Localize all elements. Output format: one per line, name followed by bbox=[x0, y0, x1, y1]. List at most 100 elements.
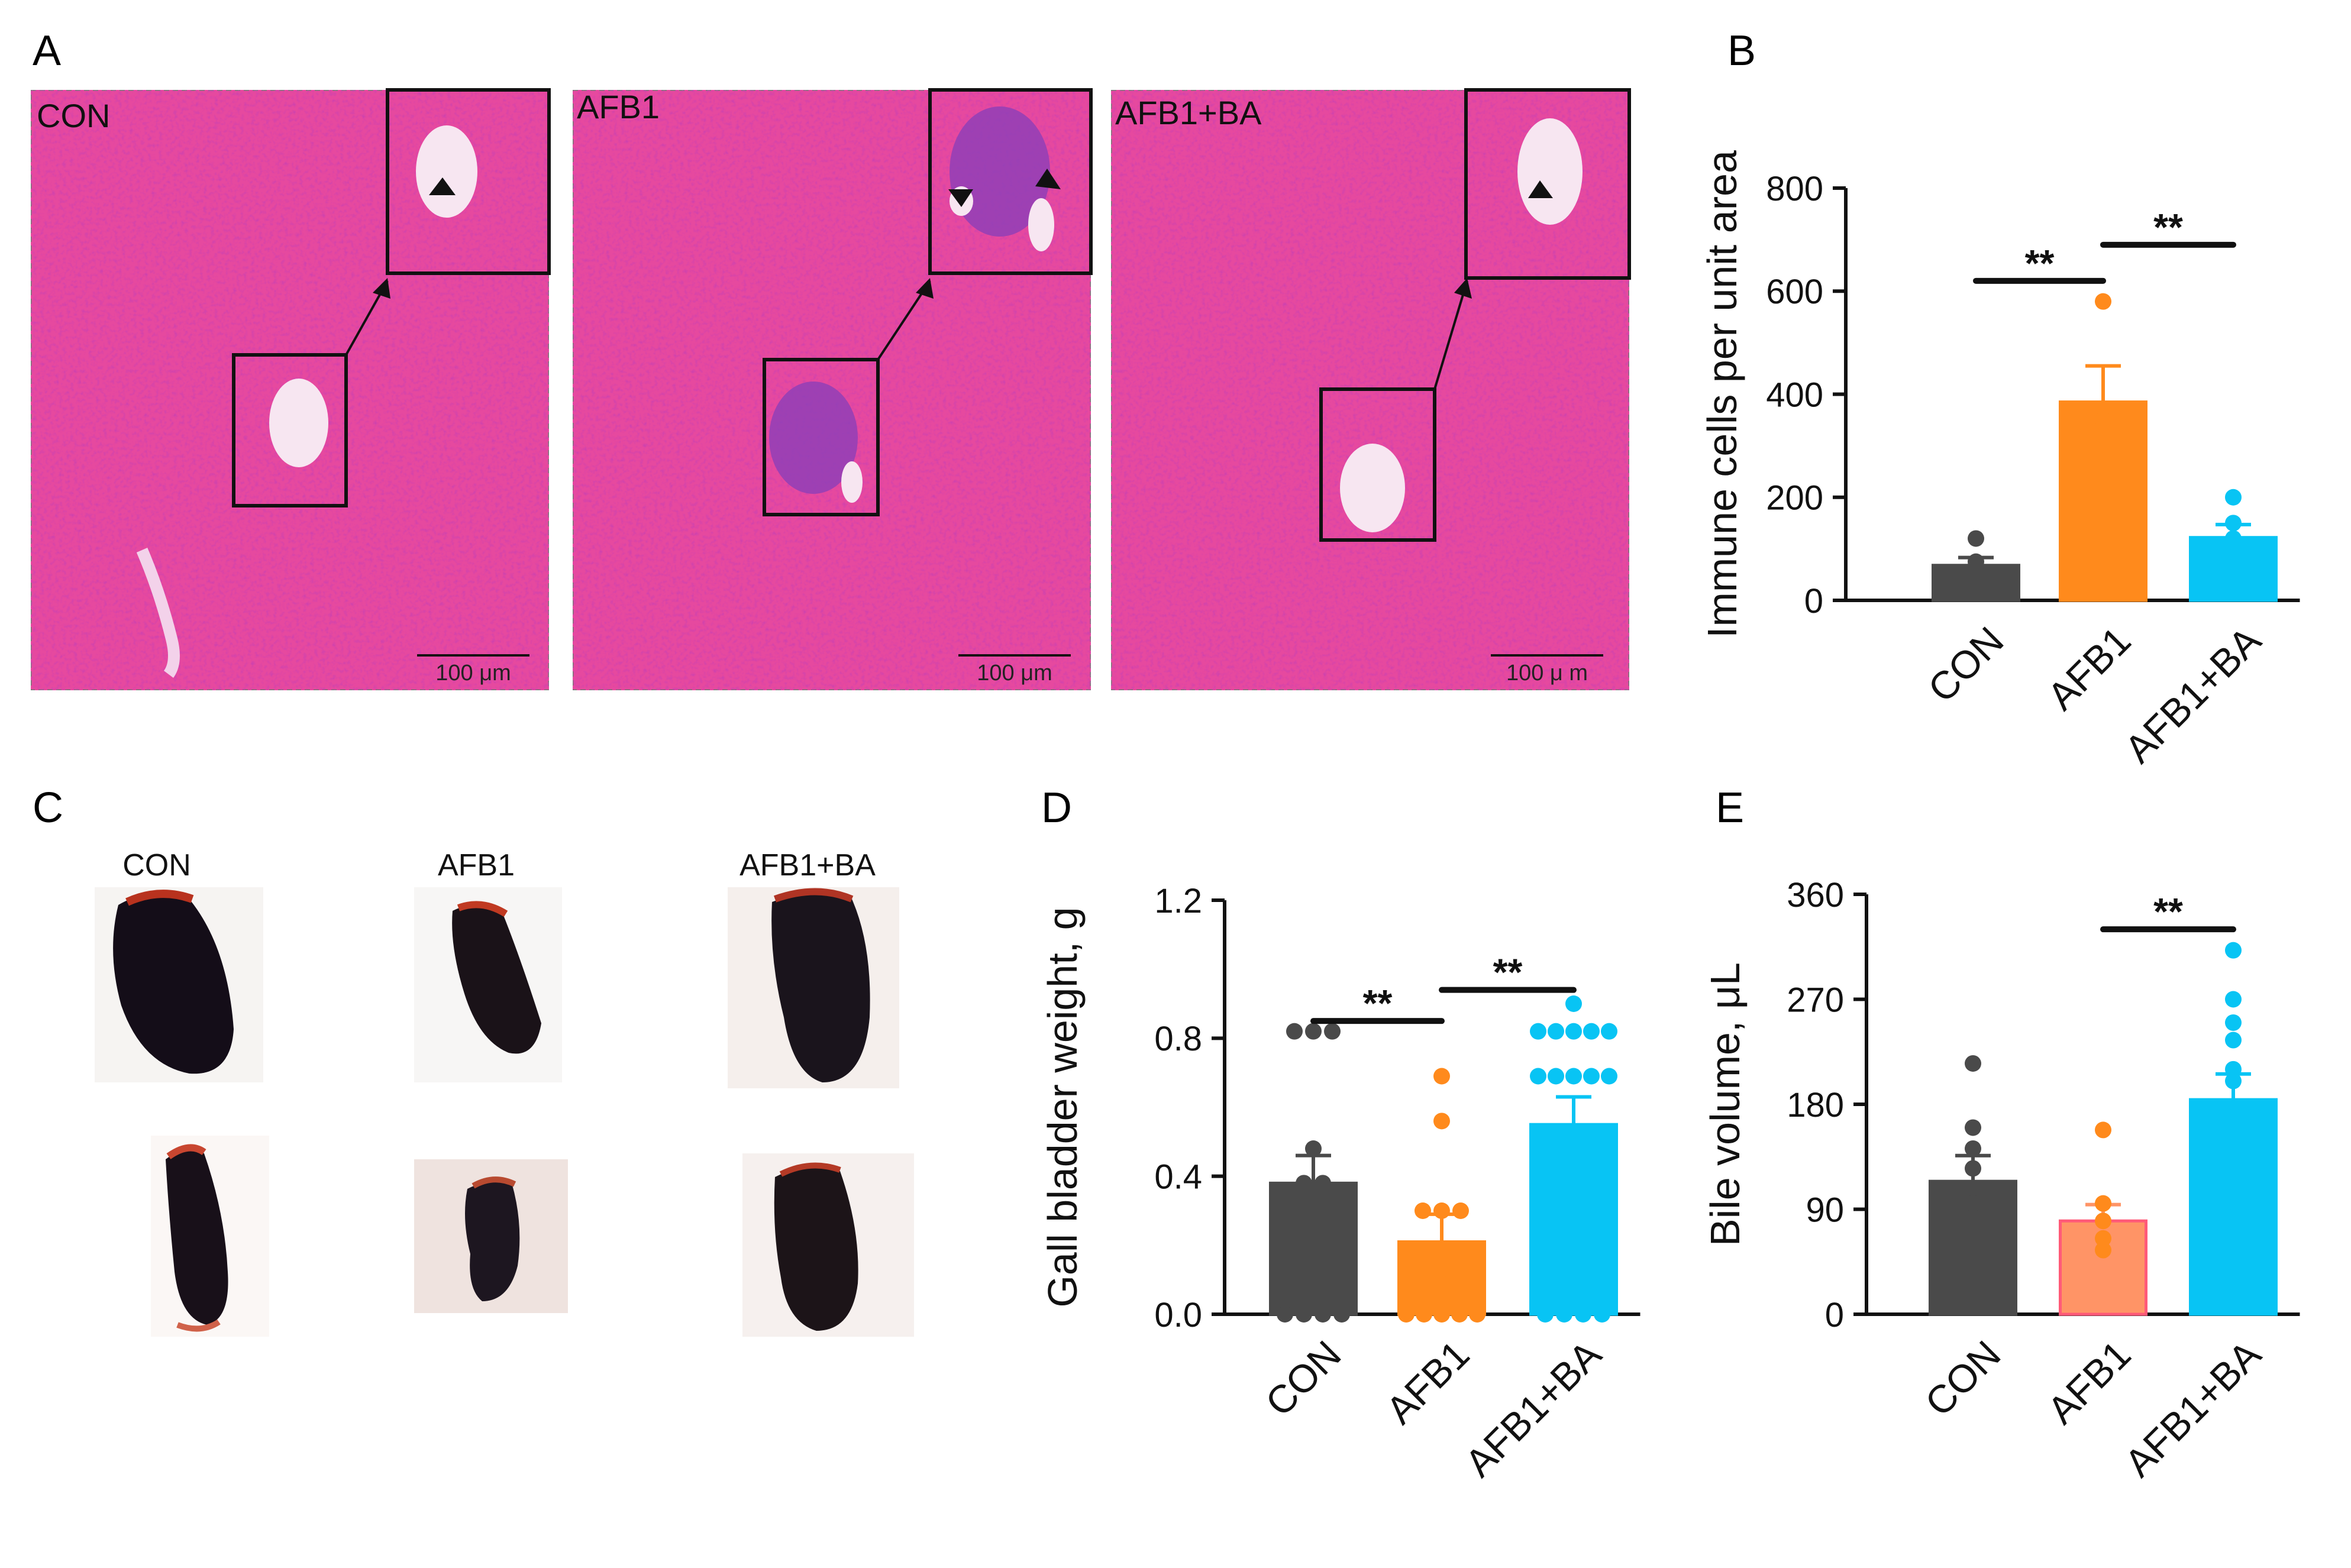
data-point bbox=[1965, 1140, 1981, 1157]
data-point bbox=[2225, 1107, 2242, 1124]
panel-label-c: C bbox=[33, 784, 63, 832]
y-tick-label: 0.8 bbox=[1154, 1020, 1202, 1058]
image-label-afb1-ba: AFB1+BA bbox=[1115, 94, 1262, 131]
data-point bbox=[1575, 1306, 1591, 1323]
y-tick-label: 0.0 bbox=[1154, 1296, 1202, 1334]
panel-a: 100 μm CON 100 μm AFB1 bbox=[30, 88, 1631, 691]
y-tick-label: 600 bbox=[1766, 273, 1823, 311]
x-tick-label: AFB1+BA bbox=[2116, 618, 2269, 771]
data-point bbox=[1583, 1023, 1600, 1040]
data-point bbox=[2095, 1213, 2111, 1230]
gall-bladder-photo bbox=[95, 887, 263, 1082]
gall-bladder-photo bbox=[742, 1153, 914, 1337]
gall-bladder-photo bbox=[728, 887, 899, 1088]
y-tick-label: 200 bbox=[1766, 479, 1823, 518]
data-point bbox=[2095, 412, 2111, 429]
scale-bar-label: 100 μm bbox=[977, 661, 1052, 686]
significance-label: ** bbox=[2153, 206, 2183, 248]
data-point bbox=[1594, 1306, 1610, 1323]
data-point bbox=[2225, 1072, 2242, 1089]
data-point bbox=[2225, 942, 2242, 959]
x-tick-label: AFB1 bbox=[1378, 1332, 1478, 1432]
data-point bbox=[1324, 1023, 1341, 1040]
y-tick-label: 0 bbox=[1804, 582, 1823, 620]
data-point bbox=[2095, 1121, 2111, 1139]
data-point bbox=[2225, 1061, 2242, 1078]
panel-label-a: A bbox=[33, 27, 61, 75]
data-point bbox=[1451, 1306, 1468, 1323]
x-tick-label: CON bbox=[1920, 618, 2012, 710]
y-tick-label: 360 bbox=[1787, 876, 1844, 914]
significance-label: ** bbox=[1363, 982, 1393, 1024]
data-point bbox=[1601, 1023, 1617, 1040]
data-point bbox=[1296, 1306, 1312, 1323]
gall-bladder-photo bbox=[414, 1159, 568, 1313]
data-point bbox=[1315, 1306, 1331, 1323]
panel-label-e: E bbox=[1716, 784, 1744, 832]
data-point bbox=[1433, 1068, 1450, 1085]
data-point bbox=[1452, 1202, 1469, 1219]
data-point bbox=[1965, 1160, 1981, 1177]
y-tick-label: 90 bbox=[1806, 1191, 1844, 1229]
x-tick-label: AFB1 bbox=[2039, 1332, 2139, 1432]
image-label-con: CON bbox=[37, 97, 110, 134]
data-point bbox=[1965, 1055, 1981, 1072]
data-point bbox=[1556, 1306, 1572, 1323]
data-point bbox=[2095, 1195, 2111, 1212]
data-point bbox=[1416, 1306, 1432, 1323]
y-tick-label: 0 bbox=[1825, 1296, 1844, 1334]
significance-label: ** bbox=[2153, 890, 2183, 933]
data-point bbox=[1469, 1306, 1485, 1323]
data-point bbox=[1333, 1306, 1350, 1323]
data-point bbox=[1565, 1023, 1582, 1040]
bar bbox=[2189, 1098, 2278, 1316]
x-tick-label: AFB1+BA bbox=[1457, 1332, 1610, 1485]
y-axis-label: Immune cells per unit area bbox=[1699, 150, 1745, 638]
gall-bladder-photo bbox=[151, 1136, 269, 1337]
data-point bbox=[1583, 1068, 1600, 1085]
data-point bbox=[2225, 1032, 2242, 1049]
bar bbox=[1397, 1240, 1486, 1316]
data-point bbox=[1530, 1023, 1546, 1040]
bar bbox=[1529, 1123, 1618, 1316]
scale-bar-label: 100 μ m bbox=[1506, 661, 1588, 686]
x-tick-label: AFB1+BA bbox=[2116, 1332, 2269, 1485]
panel-label-b: B bbox=[1727, 27, 1756, 75]
y-tick-label: 400 bbox=[1766, 376, 1823, 414]
image-label-afb1: AFB1 bbox=[577, 88, 660, 125]
panel-label-d: D bbox=[1041, 784, 1072, 832]
y-axis-label: Bile volume, μL bbox=[1702, 962, 1748, 1246]
photo-label-con: CON bbox=[122, 848, 191, 882]
x-tick-label: CON bbox=[1917, 1332, 2009, 1424]
data-point bbox=[2095, 293, 2111, 310]
data-point bbox=[1296, 1175, 1312, 1192]
photo-label-afb1: AFB1 bbox=[438, 848, 515, 882]
data-point bbox=[1965, 1180, 1981, 1197]
photo-label-afb1-ba: AFB1+BA bbox=[739, 848, 876, 882]
x-tick-label: AFB1 bbox=[2039, 618, 2139, 718]
data-point bbox=[1968, 561, 1984, 578]
y-tick-label: 0.4 bbox=[1154, 1158, 1202, 1197]
data-point bbox=[1398, 1306, 1415, 1323]
y-tick-label: 800 bbox=[1766, 170, 1823, 208]
data-point bbox=[1433, 1261, 1450, 1278]
data-point bbox=[1548, 1023, 1564, 1040]
data-point bbox=[1433, 1202, 1450, 1219]
bar bbox=[1269, 1181, 1358, 1316]
data-point bbox=[1305, 1140, 1322, 1157]
data-point bbox=[2095, 1242, 2111, 1259]
data-point bbox=[1433, 1113, 1450, 1130]
data-point bbox=[2225, 489, 2242, 506]
scale-bar-label: 100 μm bbox=[435, 661, 511, 686]
data-point bbox=[1537, 1306, 1554, 1323]
panel-c: CON AFB1 AFB1+BA bbox=[95, 848, 914, 1337]
significance-label: ** bbox=[1493, 951, 1523, 994]
data-point bbox=[1548, 1068, 1564, 1085]
data-point bbox=[1565, 1068, 1582, 1085]
data-point bbox=[1601, 1068, 1617, 1085]
significance-label: ** bbox=[2025, 242, 2055, 284]
data-point bbox=[2095, 427, 2111, 444]
data-point bbox=[2225, 515, 2242, 532]
